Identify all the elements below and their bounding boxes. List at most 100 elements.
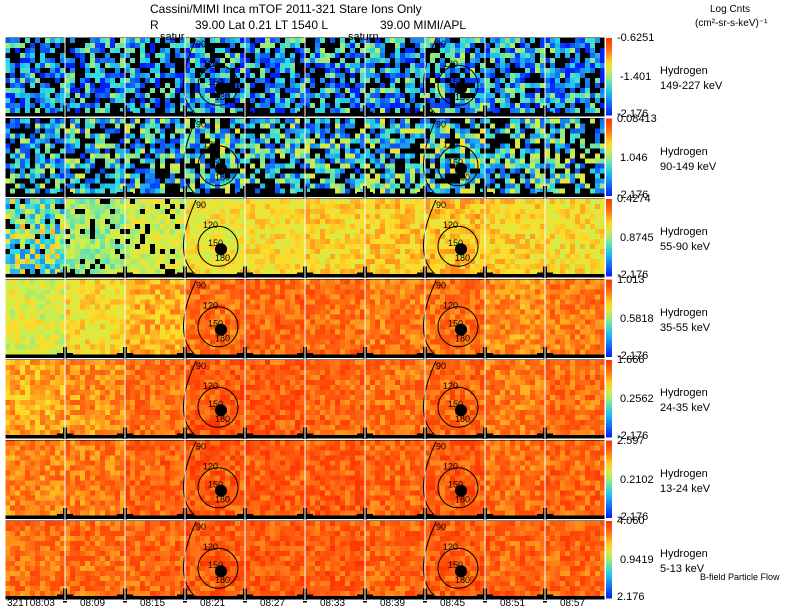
heatmap-cell [425,244,430,249]
heatmap-cell [290,184,295,189]
heatmap-cell [150,280,155,285]
heatmap-cell [550,48,555,53]
heatmap-cell [310,224,315,229]
heatmap-cell [380,164,385,169]
heatmap-cell [265,78,270,83]
heatmap-cell [425,154,430,159]
heatmap-cell [55,249,60,254]
heatmap-cell [530,154,535,159]
heatmap-cell [375,199,380,204]
heatmap-cell [395,229,400,234]
heatmap-cell [420,219,425,224]
heatmap-cell [415,244,420,249]
heatmap-cell [30,73,35,78]
heatmap-cell [315,249,320,254]
heatmap-cell [10,169,15,174]
heatmap-cell [545,134,550,139]
heatmap-cell [510,199,515,204]
heatmap-cell [280,209,285,214]
heatmap-cell [420,224,425,229]
heatmap-cell [60,295,65,300]
heatmap-cell [290,43,295,48]
heatmap-cell [255,204,260,209]
heatmap-cell [335,264,340,269]
heatmap-cell [600,169,605,174]
heatmap-cell [565,229,570,234]
heatmap-cell [510,164,515,169]
heatmap-cell [420,48,425,53]
heatmap-cell [195,214,200,219]
heatmap-cell [130,280,135,285]
heatmap-cell [425,204,430,209]
heatmap-cell [110,350,115,355]
heatmap-cell [600,204,605,209]
heatmap-cell [5,93,10,98]
heatmap-cell [15,219,20,224]
heatmap-cell [520,224,525,229]
heatmap-cell [15,315,20,320]
heatmap-cell [475,53,480,58]
heatmap-cell [135,345,140,350]
heatmap-cell [580,139,585,144]
heatmap-cell [360,234,365,239]
heatmap-cell [150,285,155,290]
heatmap-cell [355,234,360,239]
heatmap-cell [270,164,275,169]
heatmap-cell [350,119,355,124]
heatmap-cell [280,149,285,154]
heatmap-cell [85,179,90,184]
heatmap-cell [345,204,350,209]
heatmap-cell [570,239,575,244]
heatmap-cell [320,129,325,134]
heatmap-cell [570,129,575,134]
heatmap-cell [540,204,545,209]
heatmap-cell [550,184,555,189]
heatmap-cell [250,239,255,244]
heatmap-cell [290,234,295,239]
heatmap-cell [295,259,300,264]
heatmap-cell [225,209,230,214]
heatmap-cell [475,209,480,214]
heatmap-cell [15,285,20,290]
heatmap-cell [75,124,80,129]
heatmap-cell [340,264,345,269]
heatmap-cell [410,139,415,144]
heatmap-cell [590,234,595,239]
heatmap-cell [5,134,10,139]
heatmap-cell [185,199,190,204]
heatmap-cell [405,264,410,269]
heatmap-cell [85,48,90,53]
heatmap-cell [555,179,560,184]
heatmap-cell [290,239,295,244]
heatmap-cell [335,48,340,53]
heatmap-cell [520,264,525,269]
heatmap-cell [540,164,545,169]
heatmap-cell [530,209,535,214]
heatmap-cell [445,254,450,259]
heatmap-cell [145,174,150,179]
heatmap-cell [380,48,385,53]
heatmap-cell [95,340,100,345]
heatmap-cell [35,149,40,154]
heatmap-cell [385,179,390,184]
heatmap-cell [20,320,25,325]
heatmap-cell [250,259,255,264]
heatmap-cell [495,63,500,68]
heatmap-cell [140,335,145,340]
heatmap-cell [155,199,160,204]
heatmap-cell [270,88,275,93]
heatmap-cell [15,264,20,269]
heatmap-cell [355,43,360,48]
heatmap-cell [125,199,130,204]
heatmap-cell [50,38,55,43]
heatmap-cell [550,58,555,63]
heatmap-cell [235,139,240,144]
heatmap-cell [110,199,115,204]
heatmap-cell [25,254,30,259]
heatmap-cell [285,229,290,234]
heatmap-cell [400,259,405,264]
heatmap-cell [95,108,100,113]
heatmap-cell [370,179,375,184]
heatmap-cell [135,169,140,174]
heatmap-cell [340,83,345,88]
